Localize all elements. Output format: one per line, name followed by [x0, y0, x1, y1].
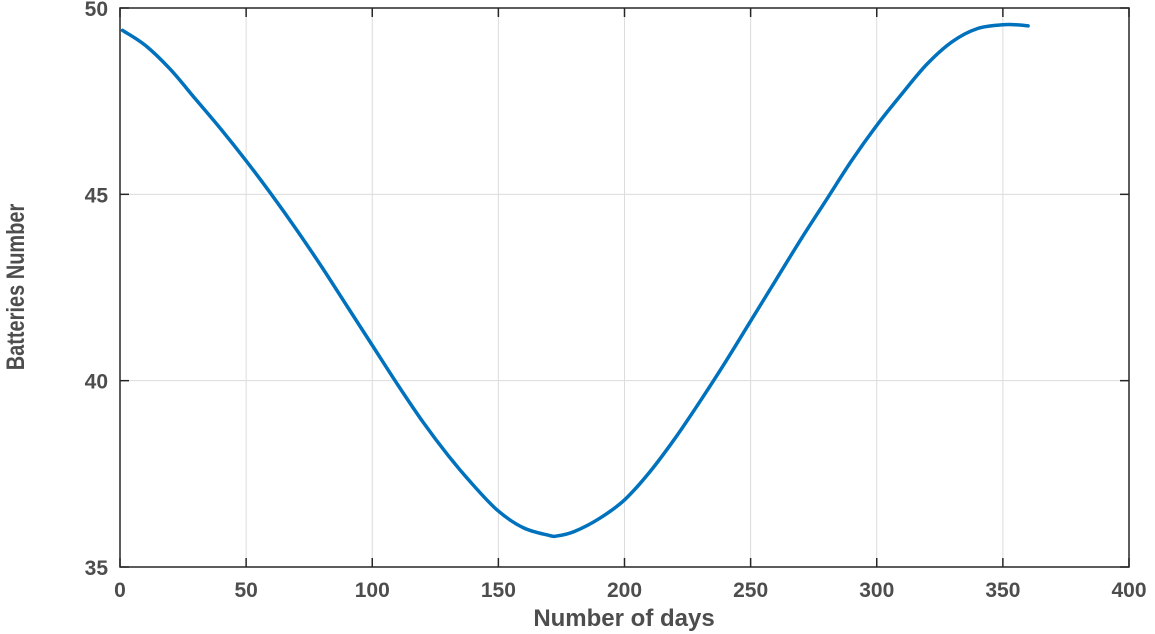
x-tick-label: 300: [859, 579, 894, 602]
x-tick-label: 100: [355, 579, 390, 602]
tick-marks: [119, 7, 1130, 568]
x-axis-label: Number of days: [533, 605, 714, 632]
y-tick-labels: 35 40 45 50: [85, 0, 109, 580]
y-tick-label: 40: [85, 371, 108, 394]
x-tick-label: 400: [1111, 579, 1146, 602]
x-tick-labels: 0 50 100 150 200 250 300 350 400: [114, 579, 1146, 602]
x-tick-label: 200: [607, 579, 642, 602]
x-tick-label: 50: [234, 579, 257, 602]
x-tick-label: 250: [733, 579, 768, 602]
x-tick-label: 350: [985, 579, 1020, 602]
y-axis-label: Batteries Number: [2, 204, 30, 371]
x-tick-label: 0: [114, 579, 126, 602]
x-tick-label: 150: [481, 579, 516, 602]
y-tick-label: 45: [85, 184, 109, 207]
series-line: [120, 22, 1030, 539]
y-tick-label: 35: [85, 557, 109, 580]
grid-lines: [120, 8, 1129, 567]
y-tick-label: 50: [85, 0, 108, 21]
